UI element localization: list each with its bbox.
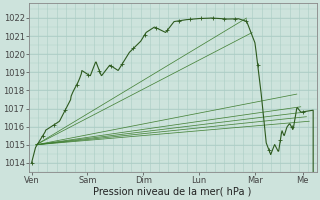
X-axis label: Pression niveau de la mer( hPa ): Pression niveau de la mer( hPa )	[93, 187, 252, 197]
